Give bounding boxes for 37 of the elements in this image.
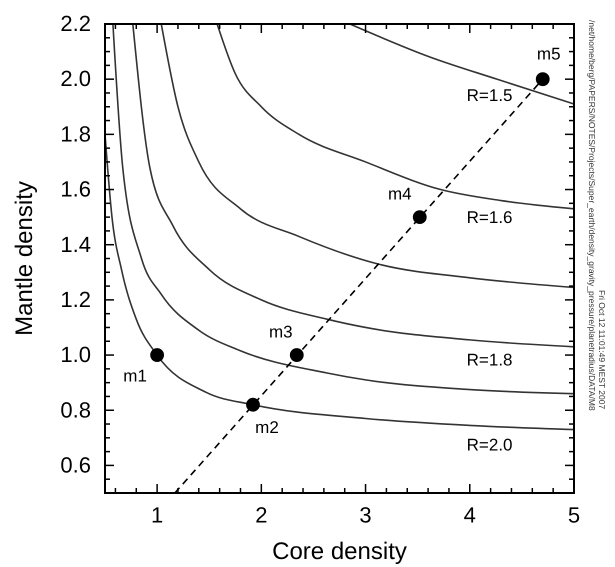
y-tick-label: 1.8 <box>60 121 91 146</box>
series-label: R=1.8 <box>466 350 512 370</box>
line-series <box>132 23 575 348</box>
x-axis-title: Core density <box>272 538 407 565</box>
line-series <box>349 23 575 105</box>
y-tick-label: 0.6 <box>60 452 91 478</box>
series-label: m4 <box>388 184 412 204</box>
x-tick-label: 2 <box>255 502 268 528</box>
series-label: R=1.5 <box>466 86 512 105</box>
y-tick-label: 2.2 <box>60 11 91 36</box>
point <box>536 72 550 86</box>
text: Fri Oct 12 11:01:49 MEST 2007 <box>597 290 607 410</box>
y-tick-label: 1.6 <box>60 176 91 202</box>
x-tick-label: 5 <box>568 502 580 528</box>
series-label: R=2.0 <box>466 435 512 454</box>
y-tick-label: 1.2 <box>60 286 91 312</box>
x-tick-label: 1 <box>150 502 164 528</box>
y-tick-label: 0.8 <box>60 397 91 422</box>
line-series <box>112 23 575 394</box>
y-tick-label: 1.0 <box>60 342 91 368</box>
x-tick-label: 3 <box>359 502 372 528</box>
y-tick-label: 1.4 <box>60 232 91 257</box>
y-tick-label: 2.0 <box>60 66 91 92</box>
series-label: m1 <box>123 366 147 386</box>
series-label: R=1.6 <box>466 208 512 227</box>
series-label: m2 <box>255 418 279 438</box>
y-axis-title: Mantle density <box>11 181 38 336</box>
point <box>290 348 304 362</box>
series-label: m3 <box>268 322 293 342</box>
line-series <box>160 23 575 288</box>
point <box>150 348 164 362</box>
text: /net/home/berg/PAPERS/NOTES/Projects/Super_earth/density_gravity_pressure/planetradius/DATA/M8 <box>587 20 597 411</box>
point <box>246 398 260 412</box>
point <box>412 210 427 224</box>
x-tick-label: 4 <box>464 502 476 528</box>
line-series <box>216 23 575 210</box>
legend-label: m5 <box>536 44 561 64</box>
